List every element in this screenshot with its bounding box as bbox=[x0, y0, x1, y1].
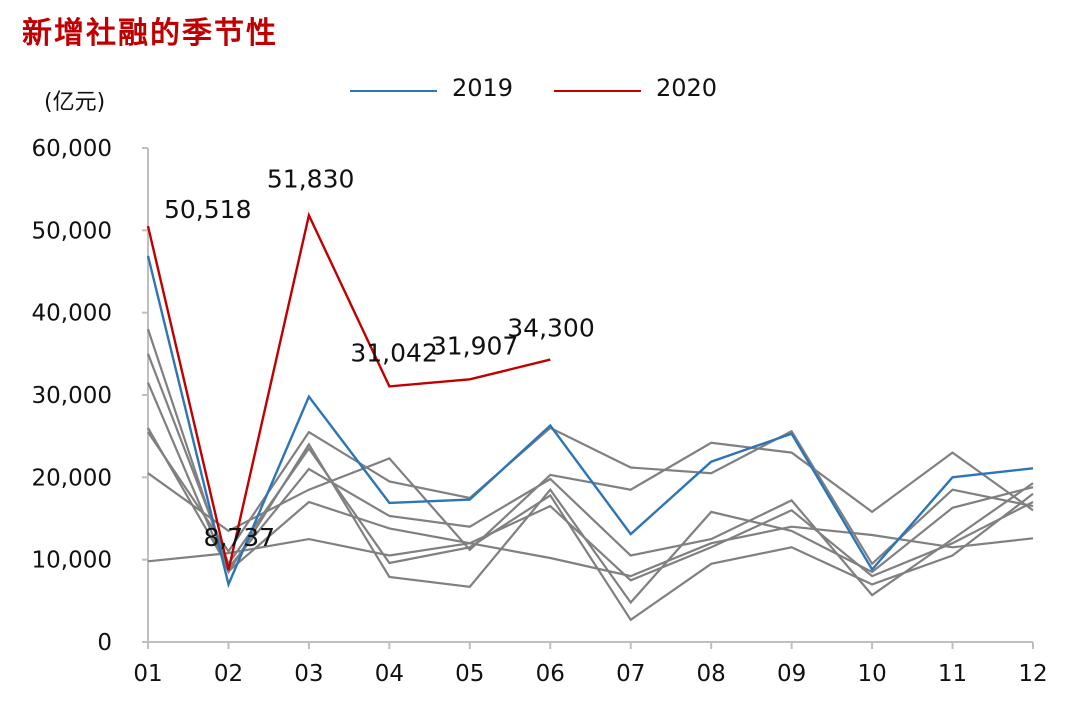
x-tick-label: 05 bbox=[455, 661, 484, 687]
x-tick-label: 03 bbox=[294, 661, 323, 687]
series-line-history-4 bbox=[147, 427, 1034, 597]
x-tick-label: 07 bbox=[616, 661, 645, 687]
legend-label-2020: 2020 bbox=[656, 74, 717, 102]
y-tick-label: 50,000 bbox=[32, 218, 112, 244]
legend: 2019 2020 bbox=[350, 74, 717, 102]
data-label: 31,042 bbox=[350, 338, 437, 367]
x-tick-label: 09 bbox=[777, 661, 806, 687]
y-tick-label: 40,000 bbox=[32, 301, 112, 327]
x-tick-label: 01 bbox=[133, 661, 162, 687]
x-tick-label: 06 bbox=[536, 661, 565, 687]
chart-title: 新增社融的季节性 bbox=[22, 16, 278, 51]
x-tick-label: 10 bbox=[857, 661, 886, 687]
legend-label-2019: 2019 bbox=[452, 74, 513, 102]
series-line-history-1 bbox=[147, 525, 1034, 578]
y-axis-unit-label: (亿元) bbox=[44, 90, 105, 115]
data-label: 31,907 bbox=[431, 331, 518, 360]
x-tick-label: 11 bbox=[938, 661, 967, 687]
history-series bbox=[146, 328, 1034, 622]
series-line-2019 bbox=[146, 255, 1034, 589]
y-tick-label: 30,000 bbox=[32, 383, 112, 409]
y-tick-label: 20,000 bbox=[32, 465, 112, 491]
x-tick-label: 02 bbox=[214, 661, 243, 687]
y-axis-ticks: 0 10,000 20,000 30,000 40,000 50,000 60,000 bbox=[32, 136, 148, 656]
series-line-history-7 bbox=[146, 328, 1034, 582]
x-tick-label: 08 bbox=[697, 661, 726, 687]
x-axis-ticks: 01 02 03 04 05 06 07 08 09 10 11 12 bbox=[133, 642, 1048, 687]
highlight-series bbox=[146, 211, 1034, 589]
data-label: 51,830 bbox=[267, 164, 354, 193]
y-tick-label: 60,000 bbox=[32, 136, 112, 162]
series-line-history-3 bbox=[147, 426, 1034, 566]
x-tick-label: 12 bbox=[1018, 661, 1047, 687]
y-tick-label: 10,000 bbox=[32, 548, 112, 574]
data-label: 50,518 bbox=[164, 195, 251, 224]
y-tick-label: 0 bbox=[97, 630, 112, 656]
x-tick-label: 04 bbox=[375, 661, 404, 687]
data-label: 8,737 bbox=[203, 523, 275, 552]
series-line-history-5 bbox=[146, 382, 1034, 605]
data-label: 34,300 bbox=[507, 314, 594, 343]
series-line-2020 bbox=[146, 211, 551, 571]
series-line-history-2 bbox=[147, 441, 1034, 552]
series-line-history-6 bbox=[146, 353, 1034, 622]
